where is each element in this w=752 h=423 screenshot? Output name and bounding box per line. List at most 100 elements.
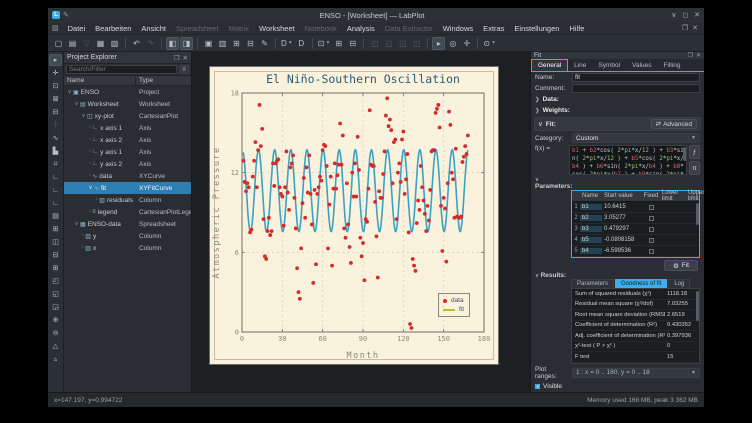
new-curve-button[interactable]: D ▼: [281, 38, 293, 48]
dock-float-icon[interactable]: ❐: [687, 53, 693, 59]
save-project-button[interactable]: ▽: [83, 38, 90, 48]
tree-item-legend[interactable]: └≡legend CartesianPlotLegend: [64, 206, 191, 218]
tree-item-y-axis-1[interactable]: └ ∟ y axis 1 Axis: [64, 146, 191, 158]
param-start-value[interactable]: 3.05277: [604, 215, 626, 221]
parameter-row-b5[interactable]: 4 b5 -0.0808158: [572, 235, 699, 246]
open-project-button[interactable]: ▤: [68, 38, 77, 48]
cartesian-plot-4-button[interactable]: ◳: [413, 38, 421, 48]
name-field[interactable]: [572, 73, 700, 82]
fixed-checkbox[interactable]: [648, 237, 654, 243]
add-info-element-button[interactable]: ◲: [52, 304, 59, 311]
menu-notebook[interactable]: Notebook: [304, 23, 337, 33]
parameter-row-b4[interactable]: 5 b4 -6.599536: [572, 246, 699, 257]
column-header-name[interactable]: Name: [64, 76, 136, 85]
add-text-label-button[interactable]: ⊞: [52, 226, 59, 233]
zoom-out-button[interactable]: ⊟: [349, 38, 357, 48]
menu-hilfe[interactable]: Hilfe: [569, 23, 585, 33]
tree-item-worksheet[interactable]: ∨ ▤ Worksheet Worksheet: [64, 98, 191, 110]
insert-constant-button[interactable]: π: [689, 161, 700, 175]
new-project-button[interactable]: ▢: [54, 38, 63, 48]
fixed-checkbox[interactable]: [648, 204, 654, 210]
tab-values[interactable]: Values: [632, 61, 652, 69]
add-axis-button[interactable]: ∟: [52, 199, 59, 207]
zoom-fit-page-button[interactable]: △: [52, 343, 59, 350]
menu-ansicht[interactable]: Ansicht: [141, 23, 167, 33]
add-boxplot-button[interactable]: ⌑: [53, 161, 58, 168]
fixed-checkbox[interactable]: [648, 215, 654, 221]
parameter-row-b3[interactable]: 3 b3 0.479297: [572, 224, 699, 235]
subwindow-restore-button[interactable]: ❐: [681, 25, 689, 32]
tree-item-y-axis-2[interactable]: └ ∟ y axis 2 Axis: [64, 158, 191, 170]
plot-legend[interactable]: data fit: [437, 293, 470, 317]
zoom-in-button[interactable]: ⊞: [335, 38, 343, 48]
tree-item-data[interactable]: └ ∿ data XYCurve: [64, 170, 191, 182]
grid-layout-button[interactable]: ⊞: [52, 265, 59, 272]
tree-item-xy-plot[interactable]: ∨ ◫ xy-plot CartesianPlot: [64, 110, 191, 122]
expand-arrow-icon[interactable]: ∨: [67, 89, 72, 95]
new-matrix-button[interactable]: ⊞: [233, 38, 240, 48]
add-image-button[interactable]: ◱: [52, 291, 59, 298]
filter-options-icon[interactable]: ≡: [179, 65, 189, 74]
zoom-in-view-button[interactable]: ⊕: [52, 317, 59, 324]
tree-item-enso[interactable]: ∨ ▣ ENSO Project: [64, 86, 191, 98]
menu-analysis[interactable]: Analysis: [346, 23, 375, 33]
pan-navigate-button[interactable]: ✛: [52, 70, 59, 77]
worksheet-view[interactable]: 0 30 60 90 120 150 180 0 6 12 18 El Niño-Southern O…: [192, 52, 530, 392]
param-start-value[interactable]: 0.479297: [604, 226, 630, 232]
insert-function-button[interactable]: ƒ: [689, 145, 700, 159]
menu-matrix[interactable]: Matrix: [228, 23, 249, 33]
cartesian-plot-2-button[interactable]: ◱: [385, 38, 393, 48]
results-tab-goodness-of-fit[interactable]: Goodness of fit: [615, 279, 668, 288]
search-input[interactable]: [66, 65, 177, 74]
select-pointer-button[interactable]: ▸: [49, 54, 62, 66]
new-spreadsheet-button[interactable]: ▥: [218, 38, 227, 48]
add-legend-button[interactable]: ▤: [52, 213, 59, 220]
add-x-axis-button[interactable]: ∟: [52, 173, 59, 181]
menu-einstellungen[interactable]: Einstellungen: [514, 23, 560, 33]
zoom-x-select-button[interactable]: ⊠: [52, 96, 59, 103]
parameter-row-b1[interactable]: 1 b1 10.6415: [572, 202, 699, 213]
comment-field[interactable]: [572, 84, 700, 93]
tab-general[interactable]: General: [531, 59, 569, 71]
magnification-button[interactable]: ⊙ ▼: [483, 38, 497, 48]
dock-float-icon[interactable]: ❐: [173, 54, 180, 62]
plot-sheet[interactable]: 0 30 60 90 120 150 180 0 6 12 18 El Niño-Southern O…: [209, 66, 499, 365]
undo-button[interactable]: ↶: [133, 38, 140, 48]
cartesian-plot-3-button[interactable]: ◲: [399, 38, 407, 48]
toggle-project-explorer-button[interactable]: ◧: [166, 36, 179, 50]
zoom-fit-selection-button[interactable]: ▵: [53, 356, 58, 363]
expand-arrow-icon[interactable]: ∨: [81, 113, 86, 119]
subwindow-close-button[interactable]: ✕: [692, 25, 698, 32]
tree-item-x[interactable]: └ ▥ x Column: [64, 242, 191, 254]
results-scrollbar[interactable]: [696, 291, 699, 321]
x-axis-label[interactable]: Month: [346, 351, 379, 361]
param-start-value[interactable]: -6.599536: [604, 248, 632, 254]
weights-section-toggle[interactable]: ❯ Weights:: [535, 107, 570, 114]
tree-item-fit[interactable]: ∨ ∿ fit XYFitCurve: [64, 182, 191, 194]
zoom-mode-button[interactable]: ⊡ ▼: [317, 38, 331, 48]
chevron-down-icon[interactable]: ∨: [535, 273, 541, 279]
plot-canvas[interactable]: 0 30 60 90 120 150 180 0 6 12 18 El Niño-Southern O…: [210, 67, 500, 366]
data-section-toggle[interactable]: ❯ Data:: [535, 96, 559, 103]
new-notebook-button[interactable]: ✎: [261, 38, 268, 48]
formula-editor[interactable]: b1 + b2*cos( 2*pi*x/12 ) + b3*sin( 2*pi*…: [569, 145, 687, 175]
tab-line[interactable]: Line: [574, 61, 587, 69]
parameter-row-b2[interactable]: 2 b2 3.05277: [572, 213, 699, 224]
parameters-scrollbar[interactable]: [696, 203, 699, 225]
expand-arrow-icon[interactable]: ∨: [88, 185, 93, 191]
minimize-button[interactable]: ∨: [671, 12, 677, 19]
tab-filling[interactable]: Filling: [663, 61, 681, 69]
category-dropdown[interactable]: Custom ▼: [572, 133, 700, 143]
navigate-pointer-button[interactable]: ▸: [432, 36, 446, 50]
tree-item-x-axis-1[interactable]: └ ∟ x axis 1 Axis: [64, 122, 191, 134]
tab-symbol[interactable]: Symbol: [598, 61, 621, 69]
menu-extras[interactable]: Extras: [483, 23, 505, 33]
import-data-button[interactable]: ⊟: [247, 38, 254, 48]
export-button[interactable]: ▧: [110, 38, 119, 48]
tree-item-y[interactable]: └ ▥ y Column: [64, 230, 191, 242]
duplicate-button[interactable]: D: [298, 38, 305, 48]
zoom-select-button[interactable]: ⊡: [52, 83, 59, 90]
y-axis-label[interactable]: Atmospheric Pressure: [212, 146, 222, 278]
redo-button[interactable]: ↷: [147, 38, 154, 48]
break-layout-button[interactable]: ◰: [52, 278, 59, 285]
